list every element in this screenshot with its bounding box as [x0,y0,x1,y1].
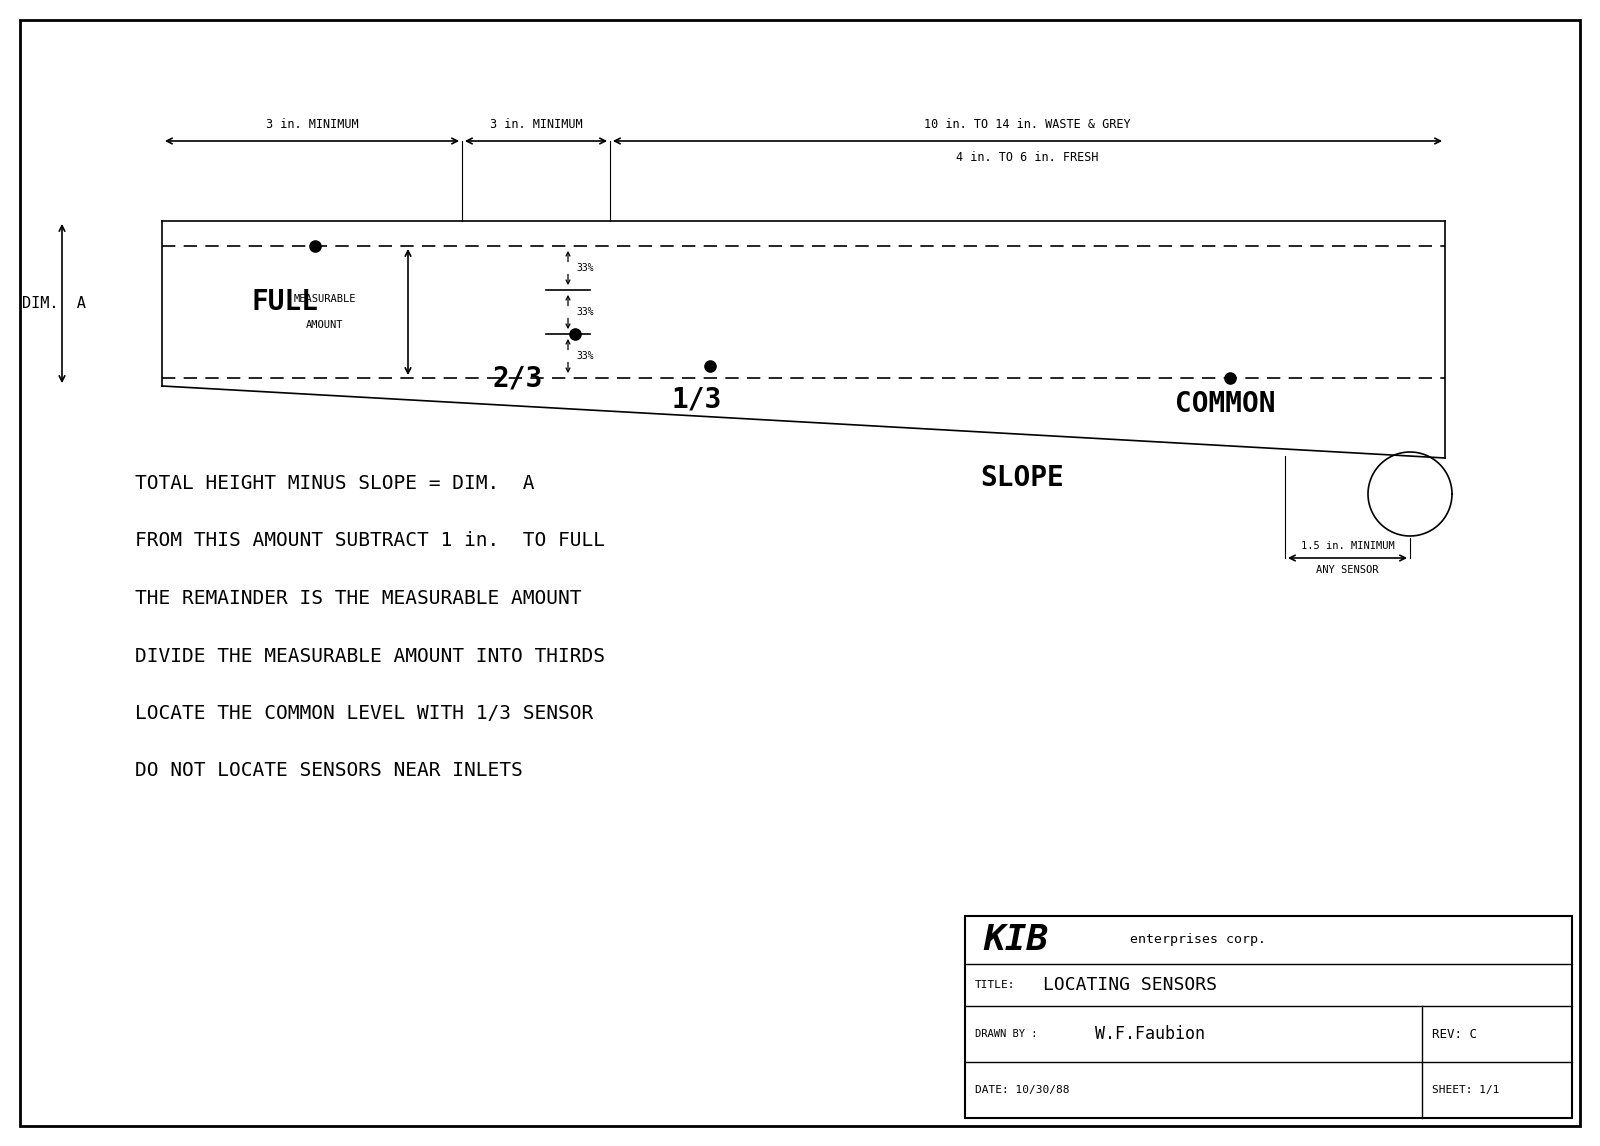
Text: 3 in. MINIMUM: 3 in. MINIMUM [490,118,582,131]
Text: KIB: KIB [982,923,1048,957]
Text: TITLE:: TITLE: [974,980,1016,990]
Text: DIM.  A: DIM. A [22,296,86,311]
Point [1218,369,1243,387]
Text: 4 in. TO 6 in. FRESH: 4 in. TO 6 in. FRESH [957,151,1099,164]
Text: FULL: FULL [253,288,318,316]
Text: 10 in. TO 14 in. WASTE & GREY: 10 in. TO 14 in. WASTE & GREY [925,118,1131,131]
Text: DIVIDE THE MEASURABLE AMOUNT INTO THIRDS: DIVIDE THE MEASURABLE AMOUNT INTO THIRDS [134,646,605,666]
Text: 33%: 33% [576,351,594,361]
Text: 1.5 in. MINIMUM: 1.5 in. MINIMUM [1301,541,1394,551]
Text: MEASURABLE: MEASURABLE [294,295,357,304]
Text: 3 in. MINIMUM: 3 in. MINIMUM [266,118,358,131]
Text: ANY SENSOR: ANY SENSOR [1317,565,1379,575]
Text: LOCATING SENSORS: LOCATING SENSORS [1043,976,1218,994]
Text: W.F.Faubion: W.F.Faubion [1094,1025,1205,1043]
Text: SHEET: 1/1: SHEET: 1/1 [1432,1085,1499,1094]
Point [302,237,328,256]
Text: DATE: 10/30/88: DATE: 10/30/88 [974,1085,1069,1094]
Text: enterprises corp.: enterprises corp. [1130,934,1266,947]
Text: SLOPE: SLOPE [979,464,1064,492]
Text: DRAWN BY :: DRAWN BY : [974,1029,1037,1039]
Text: FROM THIS AMOUNT SUBTRACT 1 in.  TO FULL: FROM THIS AMOUNT SUBTRACT 1 in. TO FULL [134,532,605,550]
Text: THE REMAINDER IS THE MEASURABLE AMOUNT: THE REMAINDER IS THE MEASURABLE AMOUNT [134,589,581,609]
Text: AMOUNT: AMOUNT [306,320,344,330]
Text: REV: C: REV: C [1432,1028,1477,1041]
Text: 2/3: 2/3 [493,364,542,392]
Text: COMMON: COMMON [1174,390,1275,418]
Text: TOTAL HEIGHT MINUS SLOPE = DIM.  A: TOTAL HEIGHT MINUS SLOPE = DIM. A [134,474,534,493]
Text: 33%: 33% [576,262,594,273]
Text: DO NOT LOCATE SENSORS NEAR INLETS: DO NOT LOCATE SENSORS NEAR INLETS [134,761,523,780]
Text: 1/3: 1/3 [672,386,722,414]
Text: 33%: 33% [576,307,594,317]
Point [562,324,587,343]
Point [698,356,723,375]
Text: LOCATE THE COMMON LEVEL WITH 1/3 SENSOR: LOCATE THE COMMON LEVEL WITH 1/3 SENSOR [134,704,594,723]
